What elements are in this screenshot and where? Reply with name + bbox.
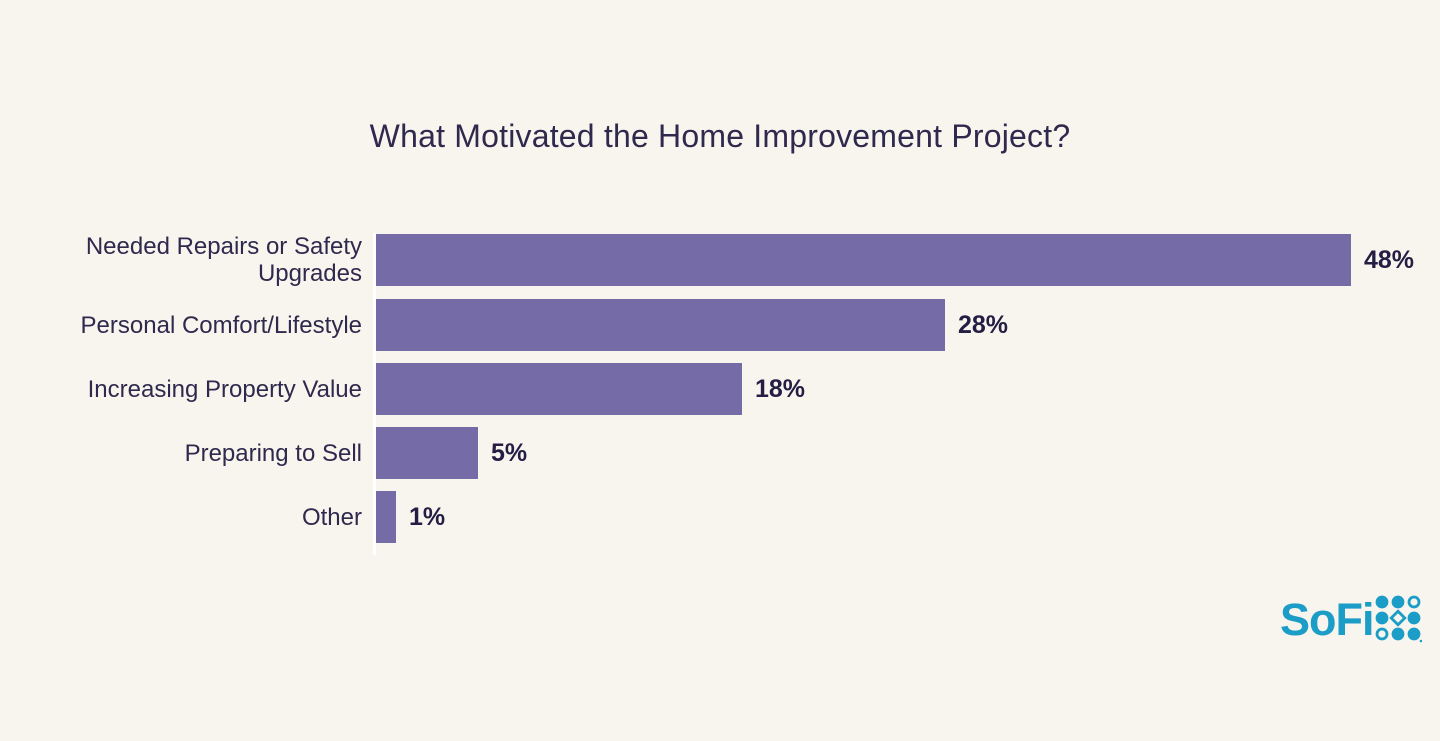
category-label: Needed Repairs or Safety Upgrades [85,233,362,288]
bar-cell: 18% [362,363,1422,416]
bar-cell: 5% [362,427,1422,480]
bar [376,427,478,480]
value-label: 5% [491,438,528,467]
value-label: 28% [958,310,1009,339]
bar [376,234,1351,287]
bar-cell: 28% [362,299,1422,352]
category-label: Increasing Property Value [87,375,362,403]
bar-row: Personal Comfort/Lifestyle 28% [20,299,1422,352]
y-axis-line [373,233,376,556]
value-label: 48% [1364,245,1415,274]
sofi-logo-graphic: SoFi [1280,594,1423,645]
bar-row: Increasing Property Value 18% [20,363,1422,416]
category-label: Personal Comfort/Lifestyle [80,311,362,339]
sofi-logo-text: SoFi [1280,594,1374,645]
bar [376,363,742,416]
bar-chart: Needed Repairs or Safety Upgrades 48% Pers… [20,233,1422,556]
bar [376,299,945,352]
bar-cell: 48% [362,234,1422,287]
bar-row: Other 1% [20,491,1422,544]
chart-title: What Motivated the Home Improvement Proj… [369,118,1071,154]
category-label: Other [301,503,362,531]
sofi-logo: SoFi [1280,591,1423,647]
bar-cell: 1% [362,491,1422,544]
bar-row: Needed Repairs or Safety Upgrades 48% [20,233,1422,287]
sofi-logo-dot-grid [1375,595,1423,643]
value-label: 18% [755,374,806,403]
value-label: 1% [409,502,446,531]
category-label: Preparing to Sell [184,439,362,467]
bar-row: Preparing to Sell 5% [20,427,1422,480]
bar [376,491,396,544]
